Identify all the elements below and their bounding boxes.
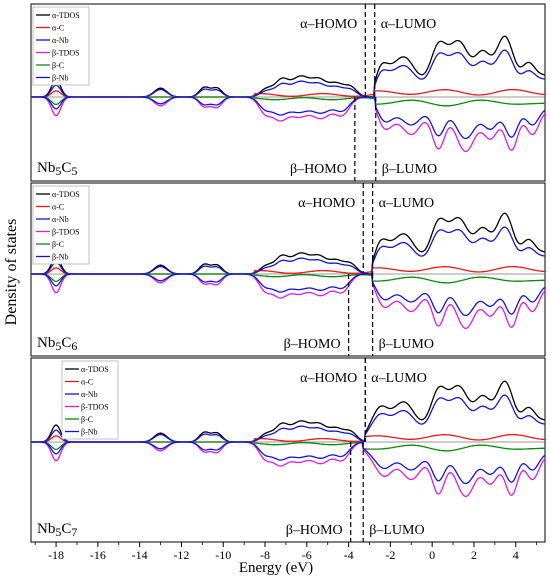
series-beta-nb [31, 273, 546, 317]
legend: α-TDOS α-C α-Nb β-TDOS β-C β-Nb [61, 360, 119, 440]
legend-entry: β-C [52, 61, 64, 70]
legend: α-TDOS α-C α-Nb β-TDOS β-C β-Nb [32, 6, 90, 86]
alpha-lumo-label: α–LUMO [371, 371, 427, 386]
beta-lumo-label: β–LUMO [369, 523, 424, 538]
legend-entry: α-C [52, 203, 64, 212]
compound-label: Nb5C7 [37, 521, 77, 539]
x-tick-label: -8 [260, 548, 270, 562]
beta-homo-label: β–HOMO [284, 337, 341, 352]
legend: α-TDOS α-C α-Nb β-TDOS β-C β-Nb [32, 185, 90, 265]
panel-frame [30, 182, 546, 357]
x-tick-label: 0 [429, 548, 435, 562]
legend-entry: α-TDOS [52, 190, 80, 199]
alpha-homo-label: α–HOMO [300, 17, 357, 32]
beta-lumo-label: β–LUMO [382, 162, 437, 177]
compound-label: Nb5C6 [37, 335, 77, 353]
x-tick-label: 2 [471, 548, 477, 562]
x-tick-label: -14 [132, 548, 148, 562]
x-tick-label: -18 [48, 548, 64, 562]
legend-entry: β-TDOS [52, 49, 80, 58]
alpha-homo-label: α–HOMO [298, 196, 355, 211]
legend-entry: α-TDOS [52, 11, 80, 20]
legend-entry: β-Nb [81, 428, 98, 437]
alpha-homo-label: α–HOMO [300, 371, 357, 386]
x-tick-label: -4 [344, 548, 354, 562]
beta-homo-label: β–HOMO [286, 523, 343, 538]
legend-entry: β-TDOS [81, 403, 109, 412]
legend-entry: α-Nb [52, 36, 69, 45]
x-tick-label: -2 [385, 548, 395, 562]
series-beta-nb [31, 96, 546, 140]
x-tick-label: -10 [215, 548, 231, 562]
legend-entry: β-Nb [52, 253, 69, 262]
legend-entry: β-C [52, 240, 64, 249]
legend-entry: α-C [81, 378, 93, 387]
series-beta-nb [31, 441, 546, 485]
x-tick-label: 4 [513, 548, 519, 562]
alpha-lumo-label: α–LUMO [381, 17, 437, 32]
y-axis-label: Density of states [3, 219, 20, 326]
panel-frame [30, 357, 546, 543]
legend-entry: α-Nb [81, 390, 98, 399]
x-tick-label: -16 [90, 548, 106, 562]
legend-box [32, 185, 90, 265]
beta-homo-label: β–HOMO [290, 162, 347, 177]
x-tick-label: -6 [302, 548, 312, 562]
compound-label: Nb5C5 [37, 160, 77, 178]
legend-entry: α-Nb [52, 215, 69, 224]
legend-entry: β-TDOS [52, 228, 80, 237]
legend-entry: α-C [52, 24, 64, 33]
panel-frame [30, 3, 546, 182]
x-axis-label: Energy (eV) [239, 560, 313, 576]
legend-entry: β-C [81, 415, 93, 424]
legend-entry: α-TDOS [81, 365, 109, 374]
legend-box [61, 360, 119, 440]
legend-box [32, 6, 90, 86]
x-tick-label: -12 [173, 548, 189, 562]
x-axis: -18 -16 -14 -12 -10 -8 -6 -4 -2 0 2 4 [34, 542, 538, 562]
legend-entry: β-Nb [52, 74, 69, 83]
alpha-lumo-label: α–LUMO [379, 196, 435, 211]
beta-lumo-label: β–LUMO [379, 337, 434, 352]
